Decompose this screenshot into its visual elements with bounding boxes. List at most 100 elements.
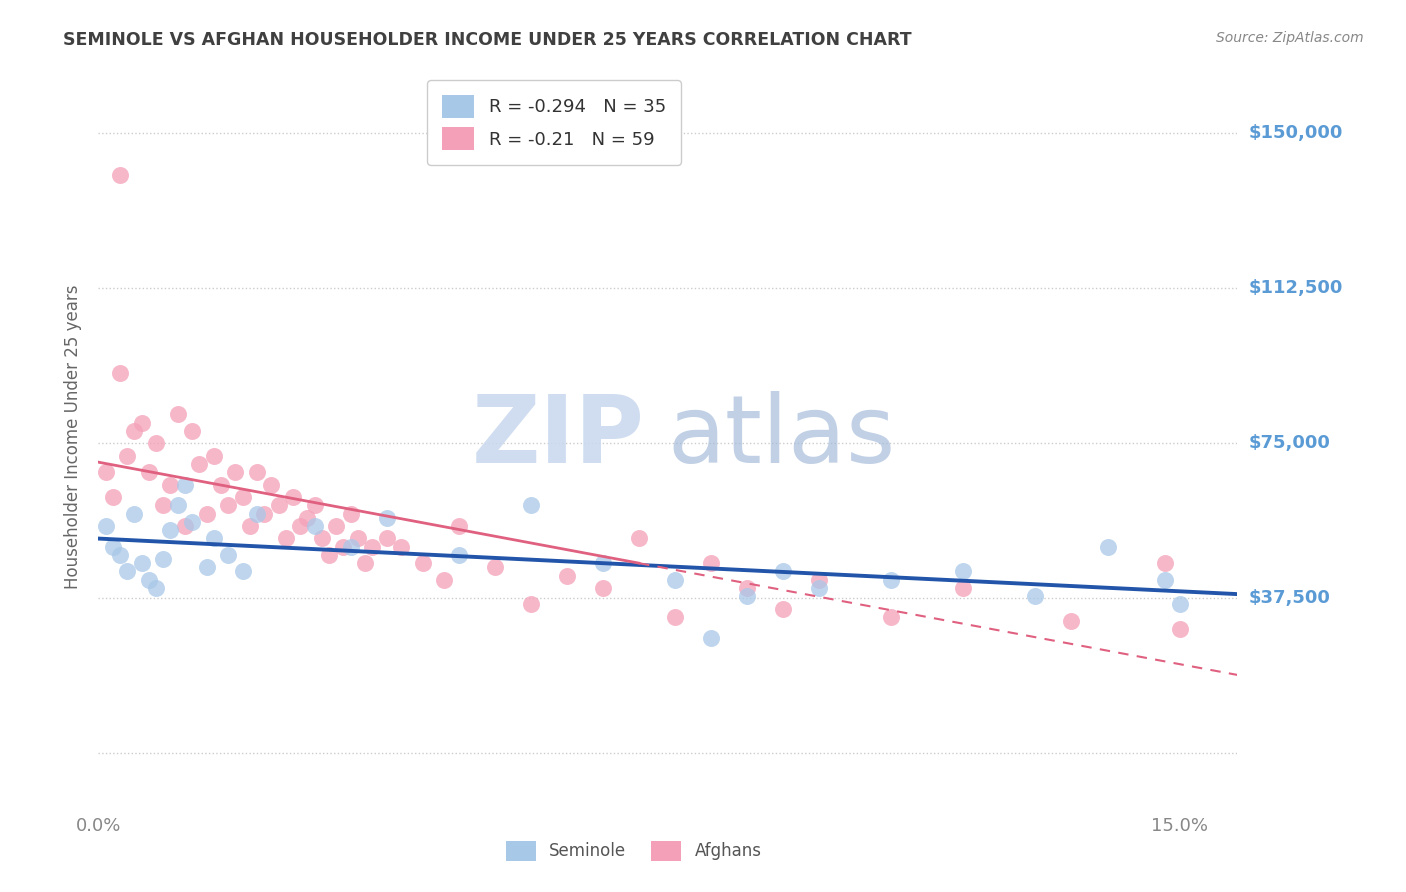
Point (202, 532, 225, 546)
Point (124, 507, 146, 521)
Point (735, 581, 758, 595)
Point (138, 465, 160, 479)
Point (281, 490, 304, 504)
Point (447, 548, 470, 562)
Point (1154, 573, 1177, 587)
Point (339, 507, 361, 521)
Point (217, 498, 239, 512)
Point (108, 548, 131, 562)
Point (433, 573, 456, 587)
Point (195, 560, 218, 574)
Text: $37,500: $37,500 (1249, 590, 1330, 607)
Point (389, 540, 412, 554)
Point (166, 498, 188, 512)
Point (520, 498, 543, 512)
Point (260, 477, 283, 491)
Point (880, 573, 903, 587)
Point (274, 532, 297, 546)
Point (217, 548, 239, 562)
Point (159, 477, 181, 491)
Point (174, 519, 197, 533)
Point (592, 581, 614, 595)
Point (700, 631, 723, 645)
Point (145, 436, 167, 450)
Text: $150,000: $150,000 (1249, 124, 1343, 143)
Point (239, 519, 262, 533)
Y-axis label: Householder Income Under 25 years: Householder Income Under 25 years (65, 285, 83, 590)
Point (311, 532, 333, 546)
Point (735, 589, 758, 603)
Point (124, 424, 146, 438)
Point (152, 498, 174, 512)
Text: Source: ZipAtlas.com: Source: ZipAtlas.com (1216, 31, 1364, 45)
Point (1097, 540, 1119, 554)
Point (246, 507, 269, 521)
Point (159, 523, 181, 537)
Point (117, 449, 139, 463)
Point (232, 490, 254, 504)
Point (325, 519, 347, 533)
Point (131, 416, 153, 430)
Point (700, 556, 723, 570)
Point (94, 519, 117, 533)
Point (592, 556, 614, 570)
Point (181, 424, 204, 438)
Point (108, 168, 131, 182)
Point (555, 568, 578, 582)
Point (1024, 589, 1046, 603)
Point (361, 540, 384, 554)
Point (131, 556, 153, 570)
Point (354, 556, 377, 570)
Point (188, 457, 211, 471)
Point (952, 581, 974, 595)
Point (332, 540, 354, 554)
Point (267, 498, 290, 512)
Point (772, 601, 794, 615)
Point (304, 498, 326, 512)
Point (447, 519, 470, 533)
Text: $112,500: $112,500 (1249, 279, 1343, 297)
Point (318, 548, 340, 562)
Point (627, 532, 650, 546)
Point (108, 366, 131, 380)
Point (181, 515, 204, 529)
Point (412, 556, 434, 570)
Text: $75,000: $75,000 (1249, 434, 1330, 452)
Legend: Seminole, Afghans: Seminole, Afghans (499, 834, 768, 868)
Text: ZIP: ZIP (472, 391, 645, 483)
Point (246, 465, 269, 479)
Point (166, 408, 188, 422)
Point (195, 507, 218, 521)
Point (117, 565, 139, 579)
Point (375, 510, 398, 524)
Point (290, 519, 312, 533)
Point (152, 552, 174, 566)
Point (664, 573, 686, 587)
Point (880, 610, 903, 624)
Point (253, 507, 276, 521)
Point (209, 477, 232, 491)
Point (808, 573, 831, 587)
Point (664, 610, 686, 624)
Point (138, 573, 160, 587)
Point (1168, 622, 1191, 636)
Point (304, 519, 326, 533)
Point (232, 565, 254, 579)
Point (772, 565, 794, 579)
Point (520, 598, 543, 612)
Point (952, 565, 974, 579)
Point (145, 581, 167, 595)
Point (347, 532, 370, 546)
Point (224, 465, 246, 479)
Point (174, 477, 197, 491)
Point (202, 449, 225, 463)
Point (375, 532, 398, 546)
Point (297, 510, 319, 524)
Text: atlas: atlas (668, 391, 896, 483)
Point (1168, 598, 1191, 612)
Point (101, 540, 124, 554)
Point (484, 560, 506, 574)
Text: SEMINOLE VS AFGHAN HOUSEHOLDER INCOME UNDER 25 YEARS CORRELATION CHART: SEMINOLE VS AFGHAN HOUSEHOLDER INCOME UN… (63, 31, 912, 49)
Point (339, 540, 361, 554)
Point (1154, 556, 1177, 570)
